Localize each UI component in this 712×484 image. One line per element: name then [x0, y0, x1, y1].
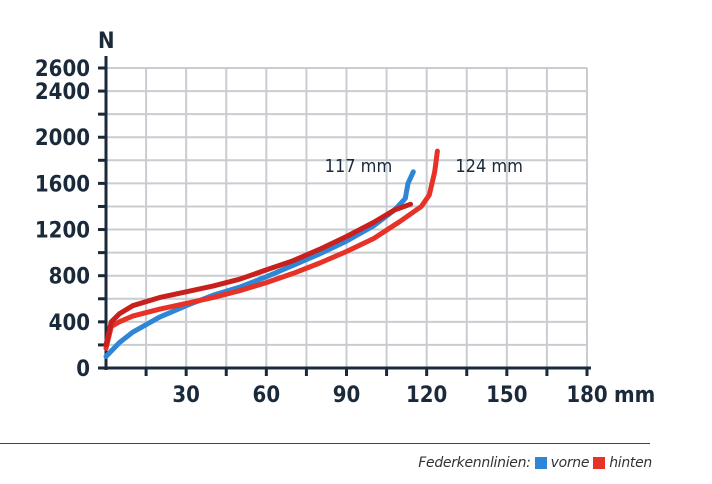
x-tick-label: 30: [172, 383, 200, 408]
y-tick-label: 2000: [35, 126, 90, 151]
legend-swatch-vorne: [534, 457, 547, 469]
y-tick-label: 1600: [35, 172, 90, 197]
footer-divider: [0, 443, 650, 444]
legend-prefix: Federkennlinien:: [418, 455, 531, 471]
series-line-vorne: [103, 169, 416, 359]
annotations: 117 mm 124 mm: [325, 156, 523, 177]
series-line-line-2: [103, 201, 414, 348]
y-tick-label: 2600: [35, 57, 90, 82]
legend-label-hinten: hinten: [609, 455, 652, 471]
y-tick-label: 400: [49, 311, 90, 336]
x-tick-label: 120: [406, 383, 447, 408]
series-lines: [103, 148, 440, 359]
legend-label-vorne: vorne: [550, 455, 590, 471]
y-unit-label: N: [98, 29, 115, 54]
grid: [106, 67, 588, 368]
legend: Federkennlinien: vorne hinten: [418, 455, 652, 471]
y-tick-label: 0: [76, 357, 90, 382]
legend-swatch-hinten: [593, 457, 606, 469]
x-tick-label: 60: [253, 383, 281, 408]
x-tick-label: 180: [566, 383, 607, 408]
y-tick-label: 800: [49, 265, 90, 290]
annotation-label: 124 mm: [455, 156, 523, 177]
x-unit-label: mm: [614, 383, 655, 408]
x-tick-label: 90: [333, 383, 361, 408]
y-tick-label: 1200: [35, 219, 90, 244]
x-tick-label: 150: [486, 383, 527, 408]
annotation-label: 117 mm: [325, 156, 393, 177]
y-tick-label: 2400: [35, 80, 90, 105]
series-line-hinten: [103, 148, 440, 351]
